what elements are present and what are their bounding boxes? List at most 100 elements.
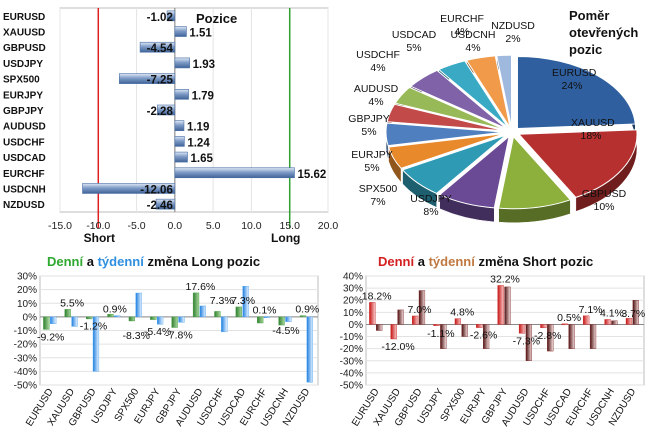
x-tick-label: 15.0: [279, 220, 300, 232]
daily-change-bar: [192, 292, 200, 318]
data-label: -4.5%: [272, 325, 299, 337]
pie-slice: [387, 133, 505, 169]
pie-slice-name: EURCHF: [440, 13, 484, 25]
pie-slice-percent: 4%: [465, 42, 480, 54]
chart-title-part: Denní: [378, 254, 415, 269]
pie-slice: [496, 54, 512, 128]
data-label: 18.2%: [362, 290, 392, 302]
category-label: GBPJPY: [3, 106, 44, 117]
chart-title-line: otevřených: [569, 25, 638, 40]
pie-slice-name: USDCHF: [356, 49, 400, 61]
weekly-change-bar: [71, 316, 78, 327]
category-label: NZDUSD: [3, 200, 45, 211]
weekly-change-bar: [221, 316, 228, 333]
daily-change-bar: [299, 315, 307, 318]
weekly-change-bar: [525, 324, 532, 361]
pie-slice: [394, 86, 506, 131]
weekly-change-bar: [178, 316, 185, 323]
pie-slice-percent: 5%: [364, 162, 379, 174]
chart-title-line: pozic: [569, 42, 602, 57]
value-label: 1.19: [187, 122, 209, 134]
pie-slice: [516, 56, 636, 130]
daily-change-bar: [107, 313, 114, 318]
position-bar: [174, 136, 185, 147]
category-label: XAUUSD: [3, 28, 45, 39]
value-label: -2.28: [147, 106, 174, 118]
data-label: 17.6%: [185, 281, 215, 293]
daily-change-bar: [128, 316, 136, 322]
weekly-change-bar: [568, 324, 575, 349]
weekly-change-bar: [440, 324, 447, 349]
pie-slice-percent: 24%: [561, 80, 582, 92]
daily-change-bar: [604, 319, 611, 325]
x-tick-label: -15.0: [48, 220, 72, 232]
pie-slice-name: AUDUSD: [354, 83, 399, 95]
daily-change-bar: [433, 324, 440, 326]
daily-change-bar: [411, 315, 419, 325]
pie-slice-name: USDCAD: [392, 29, 437, 41]
daily-change-bar: [497, 285, 504, 325]
daily-change-bar: [625, 318, 633, 325]
y-tick-label: -40%: [340, 368, 363, 379]
category-label: EURUSD: [3, 12, 45, 23]
position-bar: [174, 167, 295, 179]
pie-slice-name: USDCNH: [451, 29, 496, 41]
y-tick-label: -20%: [14, 340, 37, 351]
position-bar: [174, 26, 187, 37]
category-label: EURCHF: [3, 169, 45, 180]
daily-change-bar: [85, 316, 93, 320]
pie-slice-percent: 18%: [580, 130, 601, 142]
data-label: 5.5%: [60, 297, 84, 309]
data-label: -2.6%: [470, 330, 497, 342]
daily-change-bar: [476, 324, 483, 328]
pie-slice: [401, 134, 507, 195]
data-label: -12.0%: [381, 341, 414, 353]
data-label: -5.4%: [144, 326, 171, 338]
short-label: Short: [84, 231, 115, 245]
daily-change-bar: [390, 324, 397, 340]
pie-slice: [498, 135, 572, 210]
pie-slice-percent: 2%: [505, 33, 520, 45]
data-label: 7.1%: [579, 304, 603, 316]
pie-slice-percent: 5%: [361, 126, 376, 138]
positions-bar-chart: EURUSD -1.02 XAUUSD 1.51 GBPUSD -4.54 USDJPY 1.…: [3, 7, 338, 245]
pie-slice-name: USDJPY: [410, 193, 451, 205]
weekly-change-bar: [461, 324, 468, 337]
daily-change-bar: [561, 323, 568, 326]
position-bar: [174, 151, 188, 163]
chart-title: Pozice: [196, 11, 237, 26]
short-change-chart: -50%-40%-30%-20%-10%0%10%20%30%40%EURUSD…: [340, 254, 646, 429]
value-label: 1.79: [192, 90, 214, 102]
pie-slice: [517, 129, 638, 198]
daily-change-bar: [454, 318, 462, 325]
chart-title-part: změna Short pozic: [475, 254, 593, 269]
position-bar: [82, 183, 176, 194]
x-tick-label: 10.0: [241, 220, 262, 232]
weekly-change-bar: [156, 316, 164, 325]
data-label: 4.8%: [450, 307, 474, 319]
pie-slice-name: EURJPY: [351, 149, 392, 161]
y-tick-label: -10%: [340, 332, 363, 343]
y-tick-label: -50%: [340, 381, 363, 392]
weekly-change-bar: [50, 316, 57, 324]
chart-title: Denní a týdenní změna Long pozic: [47, 254, 260, 269]
pie-slice-name: GBPJPY: [348, 113, 389, 125]
data-label: 0.9%: [295, 304, 319, 316]
value-label: 1.51: [189, 28, 212, 40]
position-bar: [174, 57, 190, 69]
daily-change-bar: [171, 316, 178, 328]
data-label: 7.3%: [210, 295, 234, 307]
pie-slice-name: SPX500: [359, 183, 398, 195]
daily-change-bar: [257, 316, 264, 324]
data-label: 0.5%: [557, 312, 581, 324]
pie-slice-percent: 8%: [423, 206, 438, 218]
category-label: USDCNH: [3, 184, 46, 195]
x-tick-label: 5.0: [206, 220, 221, 232]
weekly-change-bar: [263, 316, 271, 318]
daily-change-bar: [583, 315, 590, 325]
pie-slice-percent: 4%: [454, 26, 469, 38]
y-tick-label: 30%: [343, 284, 363, 295]
pie-slice: [465, 55, 511, 128]
y-tick-label: 10%: [17, 299, 37, 310]
